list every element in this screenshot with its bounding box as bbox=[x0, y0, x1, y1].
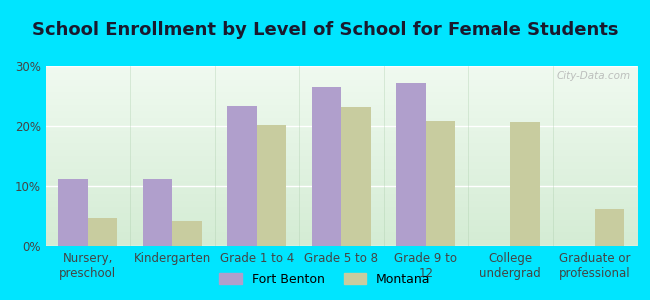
Bar bbox=[510, 122, 540, 246]
Bar bbox=[312, 87, 341, 246]
Text: City-Data.com: City-Data.com bbox=[557, 71, 631, 81]
Bar bbox=[426, 121, 455, 246]
Bar bbox=[58, 179, 88, 246]
Text: School Enrollment by Level of School for Female Students: School Enrollment by Level of School for… bbox=[32, 21, 618, 39]
Legend: Fort Benton, Montana: Fort Benton, Montana bbox=[214, 268, 436, 291]
Bar bbox=[595, 209, 624, 246]
Bar bbox=[341, 107, 370, 246]
Bar bbox=[257, 125, 286, 246]
Bar bbox=[88, 218, 117, 246]
Bar bbox=[396, 83, 426, 246]
Bar bbox=[172, 221, 202, 246]
Bar bbox=[227, 106, 257, 246]
Bar bbox=[142, 179, 172, 246]
